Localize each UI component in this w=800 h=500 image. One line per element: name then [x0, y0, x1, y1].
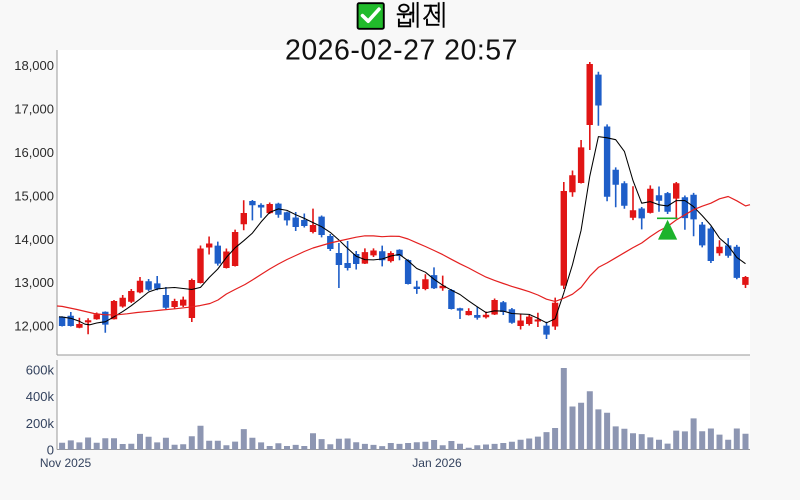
- svg-text:Nov 2025: Nov 2025: [40, 456, 92, 470]
- svg-text:16,000: 16,000: [14, 145, 54, 160]
- svg-text:13,000: 13,000: [14, 275, 54, 290]
- svg-text:200k: 200k: [26, 416, 55, 431]
- svg-text:600k: 600k: [26, 363, 55, 378]
- svg-text:12,000: 12,000: [14, 319, 54, 334]
- svg-text:17,000: 17,000: [14, 102, 54, 117]
- svg-text:Jan 2026: Jan 2026: [412, 456, 462, 470]
- svg-text:2026-02-27 20:57: 2026-02-27 20:57: [285, 35, 518, 67]
- svg-text:18,000: 18,000: [14, 58, 54, 73]
- svg-text:400k: 400k: [26, 389, 55, 404]
- svg-text:0: 0: [47, 443, 54, 458]
- svg-text:14,000: 14,000: [14, 232, 54, 247]
- svg-text:15,000: 15,000: [14, 188, 54, 203]
